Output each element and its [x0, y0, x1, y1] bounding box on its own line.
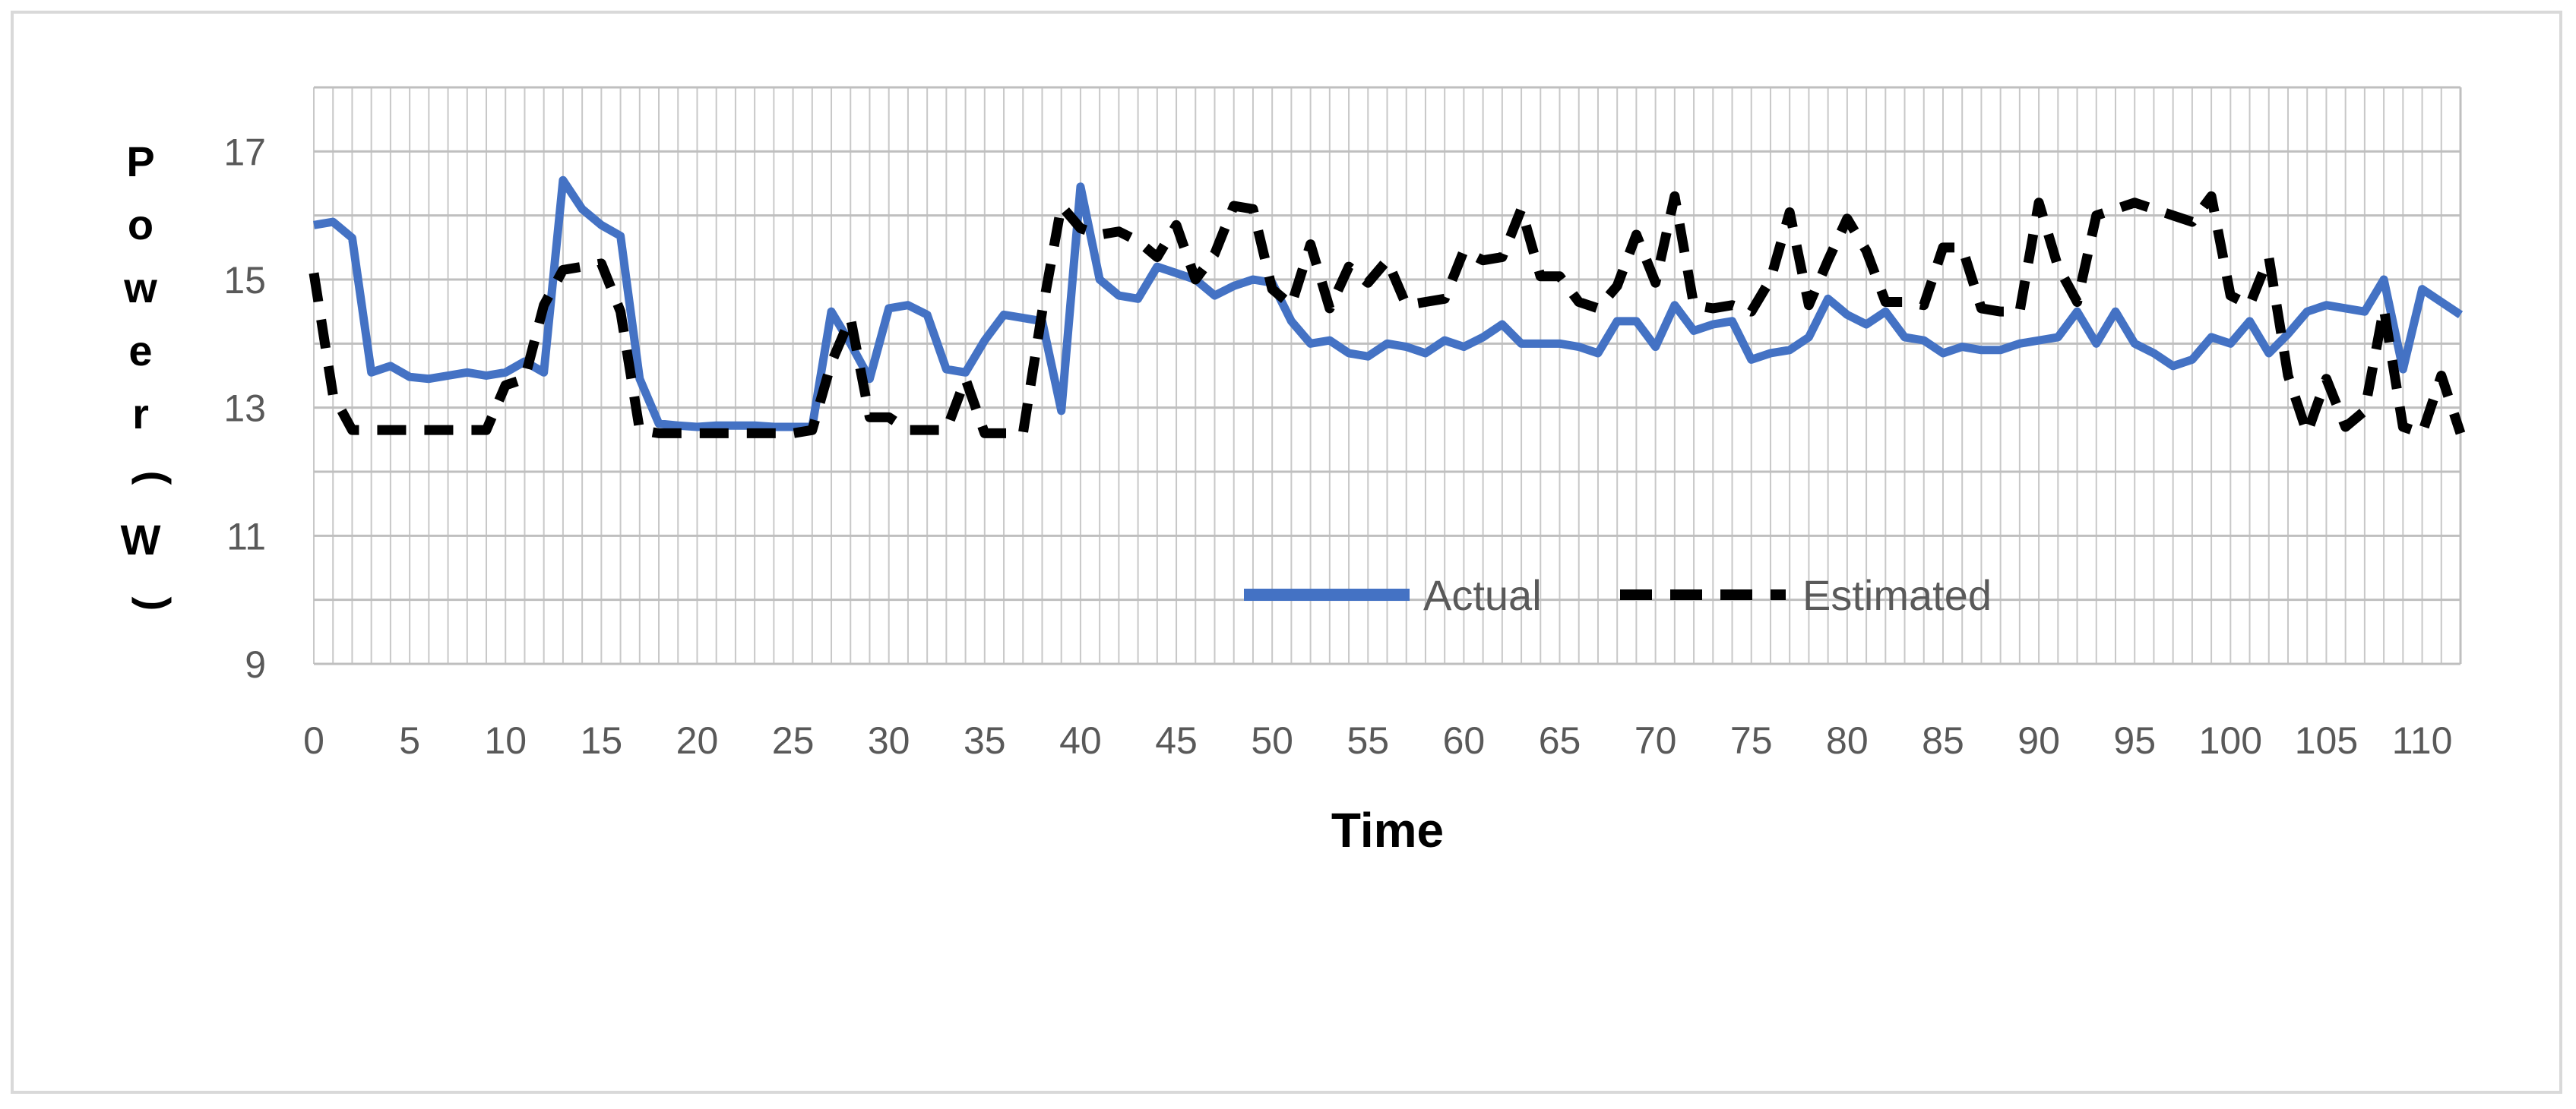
x-tick-label: 5	[399, 719, 420, 762]
y-tick-label: 15	[223, 259, 266, 302]
y-axis-label-char: w	[123, 264, 157, 311]
legend: Actual Estimated	[1244, 571, 1992, 619]
x-tick-label: 55	[1347, 719, 1389, 762]
x-tick-label: 110	[2392, 719, 2453, 762]
y-tick-label: 17	[223, 131, 266, 173]
x-tick-label: 95	[2113, 719, 2156, 762]
series-lines	[309, 175, 2466, 438]
y-axis-label-char: (	[131, 471, 179, 485]
x-tick-label: 50	[1251, 719, 1293, 762]
x-tick-label: 25	[772, 719, 815, 762]
x-tick-label: 105	[2295, 719, 2358, 762]
y-axis-label-char: r	[132, 390, 149, 438]
x-tick-label: 40	[1059, 719, 1102, 762]
x-tick-label: 80	[1826, 719, 1869, 762]
chart-frame	[11, 11, 2562, 1094]
y-tick-label: 9	[245, 643, 266, 686]
x-tick-label: 85	[1922, 719, 1964, 762]
x-tick-label: 0	[303, 719, 324, 762]
x-tick-label: 100	[2199, 719, 2262, 762]
x-tick-label: 35	[964, 719, 1006, 762]
x-tick-label: 15	[581, 719, 623, 762]
legend-label-actual: Actual	[1423, 571, 1542, 619]
x-tick-label: 70	[1635, 719, 1677, 762]
y-tick-labels: 9 11 13 15 17	[223, 131, 266, 686]
x-axis-label: Time	[1331, 803, 1444, 858]
series-line-actual	[313, 175, 2464, 431]
legend-label-estimated: Estimated	[1802, 571, 1992, 619]
x-tick-label: 60	[1443, 719, 1486, 762]
x-tick-label: 20	[676, 719, 719, 762]
x-tick-label: 10	[484, 719, 527, 762]
x-tick-label: 45	[1155, 719, 1198, 762]
x-tick-label: 30	[868, 719, 910, 762]
y-axis-label-char: e	[128, 327, 152, 374]
y-axis-label-char: o	[128, 201, 153, 248]
y-axis-label-char: )	[131, 597, 179, 611]
x-tick-label: 65	[1539, 719, 1581, 762]
x-tick-label: 75	[1730, 719, 1773, 762]
y-tick-label: 11	[226, 515, 266, 558]
x-tick-labels: 0 5 10 15 20 25 30 35 40 45 50 55 60 65 70 75 80 85 90 95 10…	[303, 719, 2452, 762]
y-tick-label: 13	[223, 387, 266, 430]
y-axis-label-char: P	[126, 137, 154, 185]
x-tick-label: 90	[2017, 719, 2060, 762]
series-line-estimated	[309, 191, 2466, 438]
y-axis-label-char: W	[121, 516, 161, 564]
